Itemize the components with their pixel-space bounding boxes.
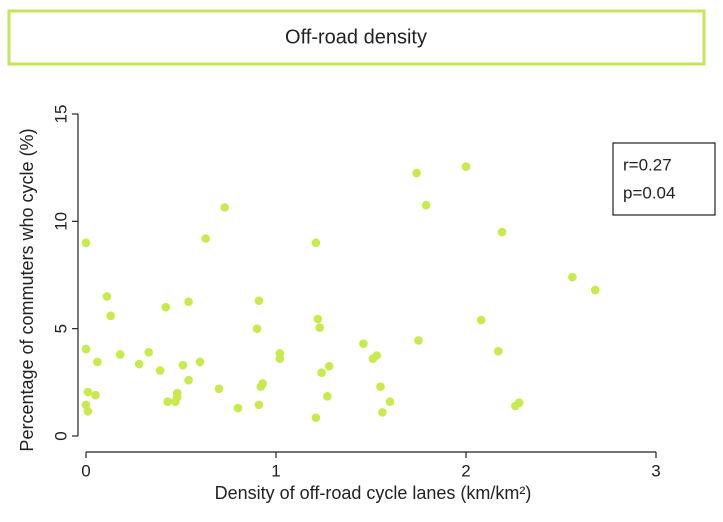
point [178, 360, 188, 370]
point [254, 296, 264, 306]
point [311, 413, 321, 423]
point [376, 382, 385, 391]
point [83, 387, 93, 397]
point [258, 379, 268, 388]
point [378, 408, 387, 417]
point [514, 398, 524, 408]
point [412, 168, 421, 178]
point [102, 292, 112, 301]
point [313, 314, 323, 324]
point [497, 227, 507, 237]
y-axis-title: Percentage of commuters who cycle (%) [17, 128, 37, 451]
point [214, 384, 224, 394]
point [385, 397, 395, 406]
y-tick-label: 10 [51, 212, 70, 231]
x-tick-label: 1 [271, 461, 280, 480]
point [91, 390, 100, 400]
point [275, 354, 285, 364]
point [254, 400, 264, 410]
x-tick-label: 3 [651, 461, 660, 480]
point [324, 361, 334, 371]
point [461, 162, 471, 171]
x-tick-label: 0 [81, 461, 90, 480]
point [359, 339, 368, 348]
point [184, 297, 193, 307]
point [81, 344, 91, 354]
point [81, 238, 91, 248]
point [590, 285, 600, 295]
y-tick-label: 0 [51, 431, 70, 440]
y-tick-label: 15 [51, 105, 70, 124]
annotation: r=0.27 [623, 155, 672, 174]
point [134, 359, 144, 369]
point [311, 238, 321, 248]
point [476, 315, 486, 325]
point [184, 375, 193, 385]
point [421, 200, 431, 210]
point [220, 203, 229, 212]
point [323, 391, 332, 401]
annotation-box [612, 142, 716, 216]
point [252, 324, 262, 333]
chart-title: Off-road density [285, 26, 427, 48]
point [155, 366, 165, 375]
point [233, 403, 243, 413]
point [372, 351, 382, 360]
y-tick-label: 5 [51, 324, 70, 333]
point [494, 346, 503, 356]
point [201, 234, 210, 243]
point [161, 302, 171, 312]
title-box [7, 9, 706, 66]
point [93, 357, 102, 367]
point [195, 357, 205, 367]
point [115, 350, 125, 359]
x-tick-label: 2 [461, 461, 470, 480]
point [315, 323, 325, 332]
point [106, 311, 115, 321]
point [568, 272, 577, 282]
point [317, 368, 326, 377]
x-axis-title: Density of off-road cycle lanes (km/km²) [215, 483, 532, 503]
annotation: p=0.04 [623, 183, 675, 202]
point [83, 407, 93, 416]
point [414, 336, 423, 345]
point [163, 397, 172, 406]
point [144, 347, 153, 357]
point [172, 388, 182, 398]
